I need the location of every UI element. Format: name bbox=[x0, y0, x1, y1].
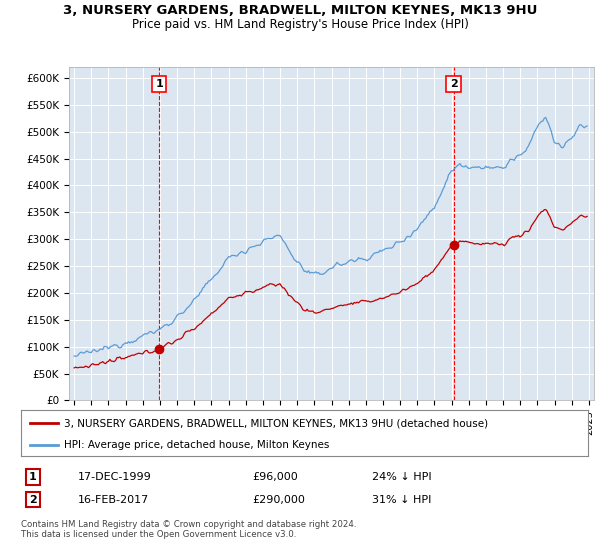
Text: 1: 1 bbox=[29, 472, 37, 482]
Text: £96,000: £96,000 bbox=[252, 472, 298, 482]
Text: 3, NURSERY GARDENS, BRADWELL, MILTON KEYNES, MK13 9HU: 3, NURSERY GARDENS, BRADWELL, MILTON KEY… bbox=[63, 4, 537, 17]
Text: 3, NURSERY GARDENS, BRADWELL, MILTON KEYNES, MK13 9HU (detached house): 3, NURSERY GARDENS, BRADWELL, MILTON KEY… bbox=[64, 418, 488, 428]
Text: 2: 2 bbox=[29, 494, 37, 505]
Text: 24% ↓ HPI: 24% ↓ HPI bbox=[372, 472, 431, 482]
Text: 16-FEB-2017: 16-FEB-2017 bbox=[78, 494, 149, 505]
Text: 17-DEC-1999: 17-DEC-1999 bbox=[78, 472, 152, 482]
Text: £290,000: £290,000 bbox=[252, 494, 305, 505]
Text: 31% ↓ HPI: 31% ↓ HPI bbox=[372, 494, 431, 505]
Text: 1: 1 bbox=[155, 79, 163, 89]
Text: Price paid vs. HM Land Registry's House Price Index (HPI): Price paid vs. HM Land Registry's House … bbox=[131, 18, 469, 31]
Text: HPI: Average price, detached house, Milton Keynes: HPI: Average price, detached house, Milt… bbox=[64, 440, 329, 450]
Text: Contains HM Land Registry data © Crown copyright and database right 2024.
This d: Contains HM Land Registry data © Crown c… bbox=[21, 520, 356, 539]
Text: 2: 2 bbox=[450, 79, 458, 89]
